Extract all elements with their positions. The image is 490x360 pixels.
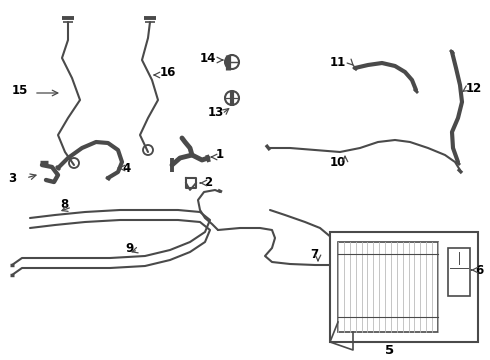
Text: 4: 4 [122,162,130,175]
Text: 14: 14 [200,51,217,64]
Text: 10: 10 [330,157,346,170]
Text: 1: 1 [216,148,224,162]
Bar [448,248,470,296]
Text: 13: 13 [208,105,224,118]
Bar [338,242,438,332]
Bar [330,232,478,342]
Text: 9: 9 [125,242,133,255]
Text: 3: 3 [8,171,16,184]
Text: 5: 5 [386,343,394,356]
Text: 7: 7 [310,248,318,261]
Text: 15: 15 [12,84,28,96]
Text: 2: 2 [204,176,212,189]
Text: 6: 6 [475,264,483,276]
Text: 16: 16 [160,66,176,78]
Text: 11: 11 [330,55,346,68]
Text: 12: 12 [466,81,482,94]
Text: 8: 8 [60,198,68,211]
